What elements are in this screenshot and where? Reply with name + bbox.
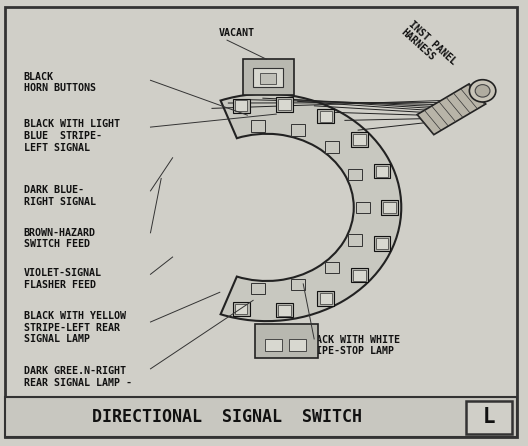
FancyBboxPatch shape: [233, 302, 250, 316]
FancyBboxPatch shape: [381, 200, 398, 215]
FancyBboxPatch shape: [276, 97, 293, 112]
Text: BROWN-HAZARD
SWITCH FEED: BROWN-HAZARD SWITCH FEED: [24, 228, 96, 249]
FancyBboxPatch shape: [260, 73, 276, 84]
Polygon shape: [417, 84, 486, 135]
Text: INST PANEL
HARNESS: INST PANEL HARNESS: [399, 19, 458, 75]
Text: DIRECTIONAL  SIGNAL  SWITCH: DIRECTIONAL SIGNAL SWITCH: [92, 408, 362, 426]
FancyBboxPatch shape: [265, 339, 282, 351]
FancyBboxPatch shape: [276, 303, 293, 318]
Text: BLACK WITH LIGHT
BLUE  STRIPE-
LEFT SIGNAL: BLACK WITH LIGHT BLUE STRIPE- LEFT SIGNA…: [24, 120, 120, 153]
FancyBboxPatch shape: [253, 68, 283, 87]
Text: L: L: [483, 407, 495, 427]
FancyBboxPatch shape: [255, 324, 318, 358]
FancyBboxPatch shape: [278, 305, 291, 316]
FancyBboxPatch shape: [356, 202, 370, 213]
Text: VACANT: VACANT: [219, 29, 255, 38]
FancyBboxPatch shape: [235, 304, 248, 314]
FancyBboxPatch shape: [291, 279, 305, 290]
FancyBboxPatch shape: [289, 339, 306, 351]
Circle shape: [475, 85, 490, 97]
Text: DARK BLUE-
RIGHT SIGNAL: DARK BLUE- RIGHT SIGNAL: [24, 186, 96, 207]
FancyBboxPatch shape: [375, 238, 388, 249]
Text: BLACK
HORN BUTTONS: BLACK HORN BUTTONS: [24, 72, 96, 93]
FancyBboxPatch shape: [353, 270, 366, 281]
FancyBboxPatch shape: [319, 111, 332, 122]
FancyBboxPatch shape: [353, 134, 366, 145]
FancyBboxPatch shape: [373, 236, 390, 251]
FancyBboxPatch shape: [278, 99, 291, 110]
FancyBboxPatch shape: [233, 99, 250, 113]
Text: -BLACK WITH WHITE
STRIPE-STOP LAMP: -BLACK WITH WHITE STRIPE-STOP LAMP: [298, 335, 400, 356]
FancyBboxPatch shape: [373, 164, 390, 178]
FancyBboxPatch shape: [348, 169, 362, 180]
Bar: [5, 397, 517, 437]
FancyBboxPatch shape: [243, 59, 294, 95]
Circle shape: [469, 80, 496, 102]
FancyBboxPatch shape: [383, 202, 396, 213]
FancyBboxPatch shape: [351, 268, 368, 282]
FancyBboxPatch shape: [317, 291, 334, 306]
FancyBboxPatch shape: [317, 109, 334, 124]
FancyBboxPatch shape: [319, 293, 332, 304]
FancyBboxPatch shape: [466, 401, 512, 434]
FancyBboxPatch shape: [325, 262, 339, 273]
Wedge shape: [221, 94, 401, 321]
FancyBboxPatch shape: [351, 132, 368, 147]
Text: DARK GREE.N-RIGHT
REAR SIGNAL LAMP -: DARK GREE.N-RIGHT REAR SIGNAL LAMP -: [24, 366, 132, 388]
FancyBboxPatch shape: [291, 124, 305, 136]
FancyBboxPatch shape: [251, 283, 265, 294]
FancyBboxPatch shape: [348, 235, 362, 246]
FancyBboxPatch shape: [325, 141, 339, 153]
Text: VIOLET-SIGNAL
FLASHER FEED: VIOLET-SIGNAL FLASHER FEED: [24, 268, 102, 289]
FancyBboxPatch shape: [235, 100, 248, 111]
FancyBboxPatch shape: [375, 166, 388, 177]
FancyBboxPatch shape: [251, 120, 265, 132]
Text: BLACK WITH YELLOW
STRIPE-LEFT REAR
SIGNAL LAMP: BLACK WITH YELLOW STRIPE-LEFT REAR SIGNA…: [24, 311, 126, 344]
